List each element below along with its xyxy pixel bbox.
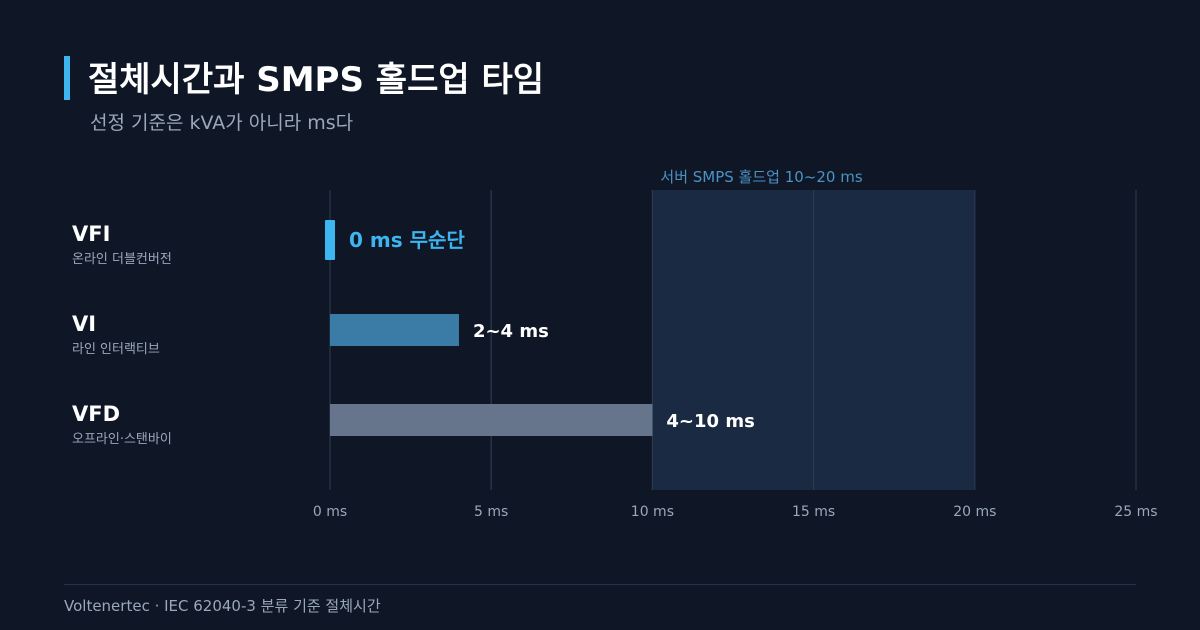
category-label: VFD: [72, 402, 120, 426]
category-label: VI: [72, 312, 96, 336]
transfer-time-chart: 서버 SMPS 홀드업 10~20 ms 0 ms 5 ms 10 ms 15 ms 20…: [72, 168, 1158, 520]
data-label: 2~4 ms: [473, 321, 549, 342]
category-sublabel: 라인 인터랙티브: [72, 342, 160, 357]
x-tick-label: 5 ms: [474, 504, 508, 520]
x-tick-label: 10 ms: [631, 504, 674, 520]
bar: [325, 220, 335, 260]
category-label: VFI: [72, 222, 110, 246]
page-title: 절체시간과 SMPS 홀드업 타임: [88, 60, 545, 100]
x-tick-label: 0 ms: [313, 504, 347, 520]
footer-divider: [64, 584, 1136, 585]
bar: [330, 404, 653, 436]
footer-source: Voltenertec · IEC 62040-3 분류 기준 절체시간: [64, 597, 381, 615]
category-sublabel: 온라인 더블컨버전: [72, 252, 172, 267]
x-tick-label: 15 ms: [792, 504, 835, 520]
page-subtitle: 선정 기준은 kVA가 아니라 ms다: [90, 112, 354, 134]
title-accent-bar: [64, 56, 70, 100]
data-label: 4~10 ms: [666, 411, 754, 432]
holdup-band-label: 서버 SMPS 홀드업 10~20 ms: [660, 168, 862, 186]
data-label: 0 ms 무순단: [349, 228, 465, 252]
category-sublabel: 오프라인·스탠바이: [72, 432, 172, 447]
bar: [330, 314, 459, 346]
x-tick-label: 20 ms: [953, 504, 996, 520]
x-tick-label: 25 ms: [1114, 504, 1157, 520]
